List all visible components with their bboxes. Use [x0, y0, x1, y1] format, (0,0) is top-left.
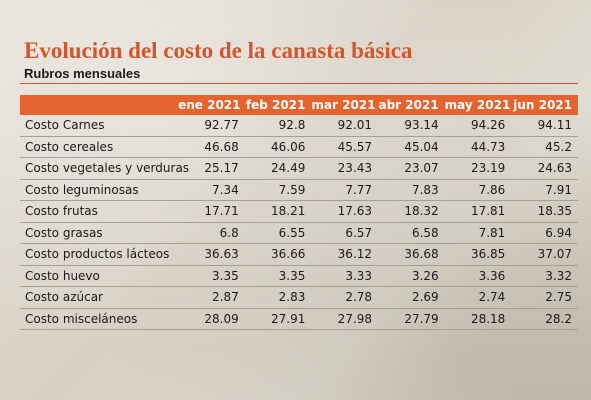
table-cell: 2.75: [511, 286, 578, 309]
table-row: Costo productos lácteos 36.63 36.66 36.12 36…: [20, 243, 578, 266]
table-row: Costo misceláneos 28.09 27.91 27.98 27.79 28.…: [20, 308, 578, 330]
cost-table: ene 2021 feb 2021 mar 2021 abr 2021 may …: [20, 95, 578, 330]
table-cell: 6.94: [511, 222, 578, 244]
row-label: Costo azúcar: [20, 286, 179, 309]
column-header: abr 2021: [378, 95, 445, 115]
table-cell: 2.69: [378, 286, 445, 309]
table-cell: 7.34: [178, 179, 245, 201]
table-cell: 27.91: [244, 308, 312, 330]
table-row: Costo huevo 3.35 3.35 3.33 3.26 3.36 3.32: [20, 265, 578, 287]
table-cell: 36.12: [311, 243, 379, 266]
table-row: Costo leguminosas 7.34 7.59 7.77 7.83 7.86 7.9…: [20, 179, 578, 201]
table-cell: 24.63: [511, 157, 578, 180]
table-cell: 7.81: [444, 222, 512, 244]
column-header: jun 2021: [511, 95, 578, 115]
table-cell: 3.32: [511, 265, 578, 287]
table-cell: 2.74: [444, 286, 512, 309]
row-label: Costo Carnes: [20, 115, 179, 137]
table-cell: 36.85: [444, 243, 512, 266]
table-cell: 45.04: [378, 136, 445, 158]
table-cell: 17.81: [444, 200, 512, 223]
column-header: feb 2021: [244, 95, 312, 115]
table-body: Costo Carnes 92.77 92.8 92.01 93.14 94.26 94.1…: [20, 115, 578, 330]
row-label: Costo vegetales y verduras: [20, 157, 189, 180]
table-cell: 36.66: [244, 243, 312, 266]
table-cell: 28.09: [178, 308, 245, 330]
title-divider: [20, 83, 578, 84]
row-label: Costo huevo: [20, 265, 179, 287]
table-cell: 17.63: [311, 200, 379, 223]
table-cell: 45.2: [511, 136, 578, 158]
table-cell: 46.06: [244, 136, 312, 158]
table-cell: 44.73: [444, 136, 512, 158]
table-row: Costo vegetales y verduras 25.17 24.49 23.4…: [20, 157, 578, 180]
table-cell: 17.71: [178, 200, 245, 223]
table-cell: 23.43: [311, 157, 379, 180]
table-cell: 2.83: [244, 286, 312, 309]
table-row: Costo cereales 46.68 46.06 45.57 45.04 44.73 4…: [20, 136, 578, 158]
page-subtitle: Rubros mensuales: [24, 66, 141, 81]
table-row: Costo grasas 6.8 6.55 6.57 6.58 7.81 6.94: [20, 222, 578, 244]
table-cell: 7.77: [311, 179, 379, 201]
table-cell: 28.2: [511, 308, 578, 330]
row-label: Costo grasas: [20, 222, 179, 244]
table-cell: 23.07: [378, 157, 445, 180]
column-header: mar 2021: [311, 95, 379, 115]
table-cell: 92.77: [178, 115, 245, 137]
row-label: Costo frutas: [20, 200, 179, 223]
table-row: Costo Carnes 92.77 92.8 92.01 93.14 94.26 94.1…: [20, 115, 578, 137]
table-cell: 3.33: [311, 265, 379, 287]
table-cell: 24.49: [244, 157, 312, 180]
table-cell: 3.35: [178, 265, 245, 287]
table-header-row: ene 2021 feb 2021 mar 2021 abr 2021 may …: [20, 95, 578, 115]
table-cell: 2.78: [311, 286, 379, 309]
table-cell: 94.26: [444, 115, 512, 137]
table-cell: 92.8: [244, 115, 312, 137]
table-cell: 36.68: [378, 243, 445, 266]
table-cell: 46.68: [178, 136, 245, 158]
table-cell: 18.32: [378, 200, 445, 223]
table-cell: 25.17: [178, 157, 245, 180]
table-cell: 37.07: [511, 243, 578, 266]
table-cell: 94.11: [511, 115, 578, 137]
table-row: Costo frutas 17.71 18.21 17.63 18.32 17.81 18.…: [20, 200, 578, 223]
table-cell: 3.35: [244, 265, 312, 287]
column-header: may 2021: [444, 95, 512, 115]
table-cell: 7.91: [511, 179, 578, 201]
table-cell: 18.35: [511, 200, 578, 223]
table-cell: 27.98: [311, 308, 379, 330]
header-corner: [20, 95, 179, 115]
row-label: Costo productos lácteos: [20, 243, 179, 266]
table-cell: 7.86: [444, 179, 512, 201]
table-cell: 36.63: [178, 243, 245, 266]
table-cell: 7.83: [378, 179, 445, 201]
table-row: Costo azúcar 2.87 2.83 2.78 2.69 2.74 2.75: [20, 286, 578, 309]
row-label: Costo cereales: [20, 136, 179, 158]
row-label: Costo misceláneos: [20, 308, 179, 330]
table-cell: 23.19: [444, 157, 512, 180]
table-cell: 6.57: [311, 222, 379, 244]
row-label: Costo leguminosas: [20, 179, 179, 201]
table-cell: 3.36: [444, 265, 512, 287]
table-cell: 28.18: [444, 308, 512, 330]
table-cell: 6.58: [378, 222, 445, 244]
table-cell: 2.87: [178, 286, 245, 309]
column-header: ene 2021: [178, 95, 245, 115]
table-cell: 18.21: [244, 200, 312, 223]
table-cell: 93.14: [378, 115, 445, 137]
table-cell: 7.59: [244, 179, 312, 201]
table-cell: 92.01: [311, 115, 379, 137]
table-cell: 27.79: [378, 308, 445, 330]
table-cell: 6.8: [178, 222, 245, 244]
table-cell: 3.26: [378, 265, 445, 287]
table-cell: 45.57: [311, 136, 379, 158]
table-cell: 6.55: [244, 222, 312, 244]
page-title: Evolución del costo de la canasta básica: [24, 38, 413, 63]
